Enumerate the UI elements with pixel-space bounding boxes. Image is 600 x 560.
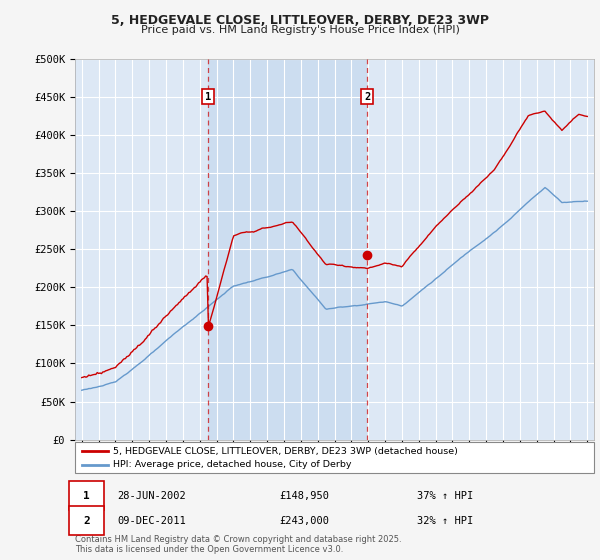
Text: HPI: Average price, detached house, City of Derby: HPI: Average price, detached house, City… <box>113 460 352 469</box>
Text: £243,000: £243,000 <box>279 516 329 526</box>
Text: 5, HEDGEVALE CLOSE, LITTLEOVER, DERBY, DE23 3WP (detached house): 5, HEDGEVALE CLOSE, LITTLEOVER, DERBY, D… <box>113 446 458 455</box>
Text: 5, HEDGEVALE CLOSE, LITTLEOVER, DERBY, DE23 3WP: 5, HEDGEVALE CLOSE, LITTLEOVER, DERBY, D… <box>111 14 489 27</box>
Bar <box>208 59 367 440</box>
Text: 37% ↑ HPI: 37% ↑ HPI <box>417 491 473 501</box>
Text: 2: 2 <box>83 516 90 526</box>
Text: 1: 1 <box>205 92 211 102</box>
Text: 32% ↑ HPI: 32% ↑ HPI <box>417 516 473 526</box>
Text: 28-JUN-2002: 28-JUN-2002 <box>117 491 186 501</box>
Text: 2: 2 <box>364 92 370 102</box>
Text: Price paid vs. HM Land Registry's House Price Index (HPI): Price paid vs. HM Land Registry's House … <box>140 25 460 35</box>
Text: £148,950: £148,950 <box>279 491 329 501</box>
Text: Contains HM Land Registry data © Crown copyright and database right 2025.
This d: Contains HM Land Registry data © Crown c… <box>75 535 401 554</box>
Text: 09-DEC-2011: 09-DEC-2011 <box>117 516 186 526</box>
Text: 1: 1 <box>83 491 90 501</box>
